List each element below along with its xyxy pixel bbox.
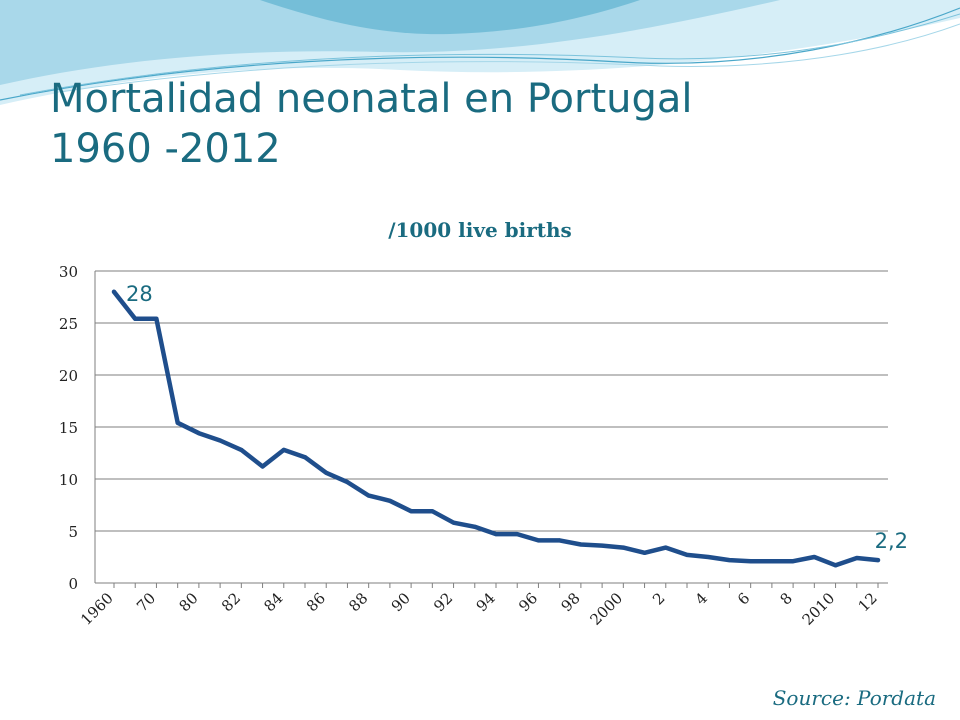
data-point <box>451 520 456 525</box>
data-point <box>600 543 605 548</box>
data-point <box>663 545 668 550</box>
y-tick-label: 30 <box>59 263 78 281</box>
x-tick-label: 2000 <box>586 589 626 629</box>
data-point <box>133 316 138 321</box>
data-point <box>387 498 392 503</box>
data-point <box>345 480 350 485</box>
data-point <box>494 532 498 537</box>
x-tick-label: 84 <box>260 589 286 615</box>
chart-series <box>111 289 881 568</box>
x-tick-label: 6 <box>734 589 753 608</box>
slide-title: Mortalidad neonatal en Portugal 1960 -20… <box>50 74 693 174</box>
data-point <box>281 447 286 452</box>
data-point <box>515 532 520 537</box>
y-tick-label: 20 <box>59 367 78 385</box>
chart-axes <box>94 271 888 588</box>
swoosh-dark-band <box>260 0 640 35</box>
neonatal-mortality-line-chart: /1000 live births 0 5 10 15 20 25 30 1960 70 80 8… <box>59 218 908 629</box>
data-label: 28 <box>126 282 153 306</box>
chart-gridlines <box>95 270 888 532</box>
x-tick-label: 2 <box>649 589 668 608</box>
data-label: 2,2 <box>875 529 908 553</box>
data-point <box>727 558 732 563</box>
data-point <box>324 470 329 475</box>
x-tick-label: 1960 <box>77 589 117 629</box>
data-point <box>260 464 265 469</box>
data-point <box>430 509 435 514</box>
data-point <box>112 289 116 294</box>
x-tick-label: 4 <box>692 589 711 608</box>
x-axis-tick-labels: 1960 70 80 82 84 86 88 90 92 94 96 98 2000 2 4 6 8 2010 12 <box>77 589 881 629</box>
data-point <box>239 447 244 452</box>
slide-title-line-2: 1960 -2012 <box>50 126 281 172</box>
y-axis-tick-labels: 0 5 10 15 20 25 30 <box>59 263 78 593</box>
data-point <box>218 438 223 443</box>
x-tick-label: 80 <box>175 589 201 615</box>
series-line <box>111 289 881 568</box>
x-tick-label: 94 <box>473 589 499 615</box>
x-tick-label: 8 <box>776 589 795 608</box>
data-point <box>154 316 159 321</box>
data-point <box>769 559 774 564</box>
x-tick-label: 96 <box>515 589 541 615</box>
chart-annotations: 282,2 <box>126 282 908 553</box>
data-point <box>196 431 201 436</box>
y-tick-label: 0 <box>68 575 78 593</box>
data-point <box>791 559 796 564</box>
x-tick-label: 88 <box>345 589 371 615</box>
data-point <box>366 493 371 498</box>
x-tick-label: 90 <box>388 589 414 615</box>
y-tick-label: 15 <box>59 419 78 437</box>
source-caption: Source: Pordata <box>772 686 936 710</box>
data-point <box>706 555 711 559</box>
chart-title: /1000 live births <box>388 218 572 242</box>
x-tick-label: 12 <box>855 589 881 615</box>
data-point <box>409 509 414 514</box>
data-point <box>578 542 583 547</box>
slide-title-line-1: Mortalidad neonatal en Portugal <box>50 76 693 122</box>
x-tick-label: 82 <box>218 589 244 615</box>
data-point <box>833 563 838 568</box>
y-tick-label: 5 <box>68 523 78 541</box>
swoosh-line-3 <box>59 23 960 93</box>
x-tick-label: 92 <box>430 589 456 615</box>
data-point <box>303 455 307 460</box>
header-swoosh-decoration <box>0 0 960 105</box>
data-point <box>685 552 689 557</box>
data-point <box>854 556 859 561</box>
data-point <box>876 558 880 563</box>
x-tick-label: 2010 <box>799 589 839 629</box>
y-tick-label: 10 <box>59 471 78 489</box>
data-point <box>557 538 562 543</box>
data-point <box>175 420 180 425</box>
x-tick-label: 86 <box>303 589 329 615</box>
data-point <box>748 559 753 564</box>
y-tick-label: 25 <box>59 315 78 333</box>
swoosh-line-2 <box>19 13 960 96</box>
data-point <box>642 550 647 555</box>
x-tick-label: 98 <box>557 589 583 615</box>
data-point <box>536 538 541 543</box>
swoosh-mid-band <box>0 0 780 85</box>
data-point <box>621 545 626 550</box>
data-point <box>472 524 477 529</box>
data-point <box>812 555 817 559</box>
x-tick-label: 70 <box>133 589 159 615</box>
